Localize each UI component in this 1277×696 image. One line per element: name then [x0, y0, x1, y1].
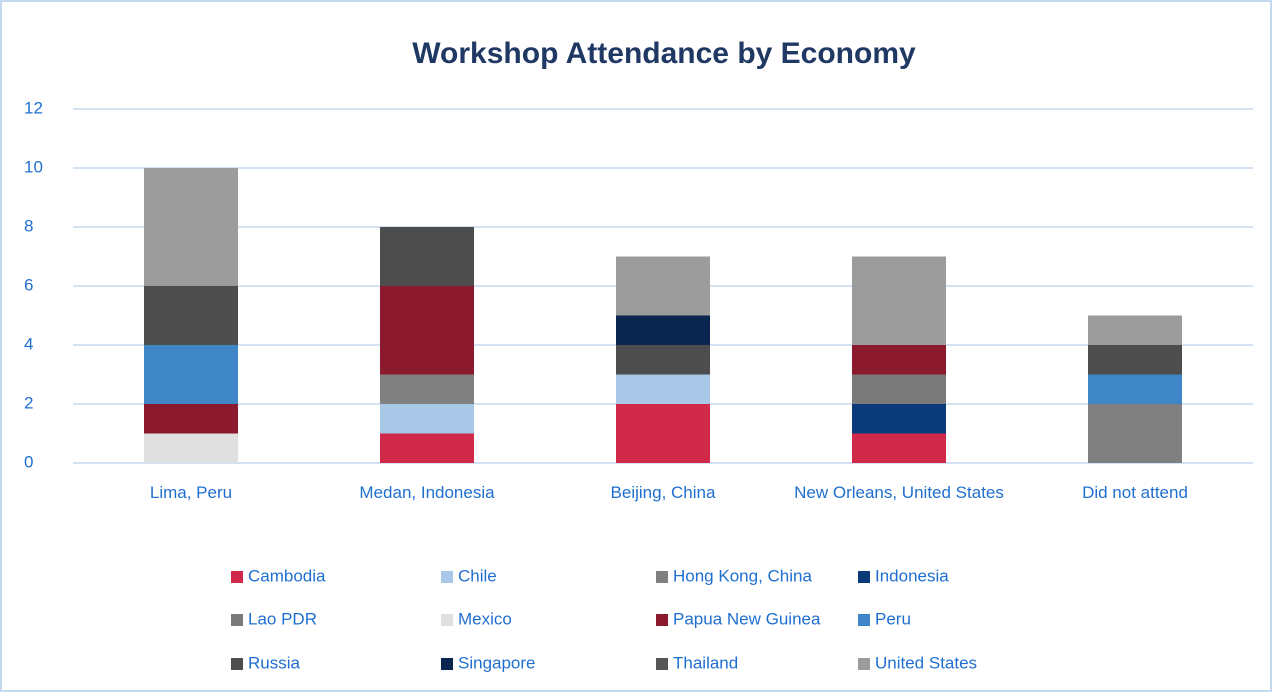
bar-segment: [852, 256, 946, 345]
bar-segment: [380, 374, 474, 404]
legend-label: Russia: [248, 653, 301, 672]
legend-swatch: [858, 614, 870, 626]
legend-label: Peru: [875, 609, 911, 628]
legend-swatch: [441, 614, 453, 626]
legend-swatch: [441, 658, 453, 670]
x-tick-label: Medan, Indonesia: [359, 483, 495, 502]
legend-label: Papua New Guinea: [673, 609, 821, 628]
bar-segment: [1088, 374, 1182, 404]
bar-segment: [144, 286, 238, 345]
legend-swatch: [656, 614, 668, 626]
legend-label: Lao PDR: [248, 609, 317, 628]
legend-swatch: [858, 571, 870, 583]
bar-segment: [852, 374, 946, 404]
legend-label: Singapore: [458, 653, 536, 672]
bar-segment: [852, 345, 946, 375]
legend-label: Indonesia: [875, 566, 949, 585]
bar-segment: [380, 227, 474, 286]
legend-swatch: [231, 571, 243, 583]
legend-label: United States: [875, 653, 977, 672]
x-tick-label: Beijing, China: [610, 483, 716, 502]
bar-segment: [1088, 404, 1182, 463]
bar-segment: [380, 404, 474, 434]
legend-label: Cambodia: [248, 566, 326, 585]
bar-segment: [852, 404, 946, 434]
legend-swatch: [441, 571, 453, 583]
legend-swatch: [231, 658, 243, 670]
y-tick-label: 12: [24, 98, 43, 117]
bar-segment: [1088, 315, 1182, 345]
legend-swatch: [858, 658, 870, 670]
y-tick-label: 2: [24, 393, 33, 412]
bar-segment: [616, 345, 710, 375]
bar-segment: [1088, 345, 1182, 375]
legend-swatch: [656, 658, 668, 670]
legend-label: Mexico: [458, 609, 512, 628]
legend-swatch: [656, 571, 668, 583]
bar-segment: [144, 433, 238, 463]
x-tick-label: Did not attend: [1082, 483, 1188, 502]
bar-segment: [144, 168, 238, 286]
y-tick-label: 4: [24, 334, 33, 353]
y-tick-label: 0: [24, 452, 33, 471]
bar-segment: [144, 404, 238, 434]
chart-title: Workshop Attendance by Economy: [412, 37, 916, 70]
y-tick-label: 10: [24, 157, 43, 176]
legend-label: Chile: [458, 566, 497, 585]
legend-swatch: [231, 614, 243, 626]
bar-segment: [852, 433, 946, 463]
bar-segment: [616, 404, 710, 463]
legend-label: Hong Kong, China: [673, 566, 812, 585]
bar-segment: [380, 433, 474, 463]
legend-label: Thailand: [673, 653, 738, 672]
x-tick-label: New Orleans, United States: [794, 483, 1004, 502]
x-tick-label: Lima, Peru: [149, 483, 233, 502]
y-tick-label: 8: [24, 216, 33, 235]
bar-segment: [380, 286, 474, 375]
bar-segment: [616, 374, 710, 404]
bar-segment: [616, 315, 710, 345]
bar-segment: [144, 345, 238, 404]
bar-segment: [616, 256, 710, 316]
y-tick-label: 6: [24, 275, 33, 294]
